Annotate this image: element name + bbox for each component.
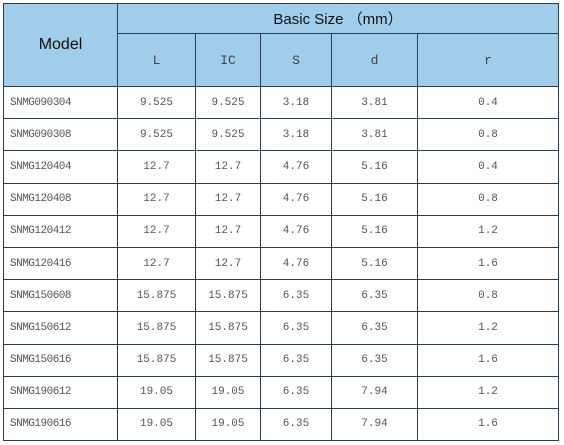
table-row: SNMG190612 19.05 19.05 6.35 7.94 1.2 (3, 375, 560, 409)
value-cell: 1.6 (416, 407, 560, 442)
value-cell: 19.05 (117, 375, 196, 409)
value-cell: 15.875 (117, 311, 196, 345)
value-cell: 0.8 (416, 182, 560, 216)
column-header: r (416, 33, 560, 87)
value-cell: 7.94 (331, 375, 418, 409)
group-header: Basic Size （mm） (116, 3, 560, 34)
table-row: SNMG150608 15.875 15.875 6.35 6.35 0.8 (3, 279, 560, 313)
value-cell: 15.875 (195, 343, 261, 377)
model-cell: SNMG150612 (3, 311, 118, 345)
value-cell: 12.7 (195, 214, 261, 248)
value-cell: 6.35 (260, 375, 332, 409)
value-cell: 12.7 (117, 214, 196, 248)
value-cell: 1.6 (416, 343, 560, 377)
model-cell: SNMG120412 (3, 214, 118, 248)
value-cell: 0.4 (416, 150, 560, 184)
value-cell: 12.7 (117, 150, 196, 184)
table-row: SNMG120416 12.7 12.7 4.76 5.16 1.6 (3, 246, 560, 281)
value-cell: 9.525 (195, 118, 261, 152)
model-cell: SNMG150616 (3, 343, 118, 377)
value-cell: 6.35 (260, 311, 332, 345)
value-cell: 15.875 (195, 311, 261, 345)
value-cell: 1.2 (416, 375, 560, 409)
model-cell: SNMG190612 (3, 375, 118, 409)
table-row: SNMG090304 9.525 9.525 3.18 3.81 0.4 (3, 85, 560, 120)
value-cell: 0.8 (416, 279, 560, 313)
column-header: L (117, 33, 196, 87)
value-cell: 1.6 (416, 246, 560, 281)
value-cell: 3.81 (331, 85, 418, 120)
value-cell: 6.35 (331, 343, 418, 377)
value-cell: 3.18 (260, 118, 332, 152)
value-cell: 5.16 (331, 182, 418, 216)
table-row: SNMG150616 15.875 15.875 6.35 6.35 1.6 (3, 343, 560, 377)
value-cell: 4.76 (260, 182, 332, 216)
table-row: SNMG150612 15.875 15.875 6.35 6.35 1.2 (3, 311, 560, 345)
value-cell: 4.76 (260, 246, 332, 281)
table-row: SNMG090308 9.525 9.525 3.18 3.81 0.8 (3, 118, 560, 152)
table-row: SNMG120408 12.7 12.7 4.76 5.16 0.8 (3, 182, 560, 216)
value-cell: 12.7 (117, 246, 196, 281)
value-cell: 9.525 (195, 85, 261, 120)
value-cell: 3.18 (260, 85, 332, 120)
value-cell: 7.94 (331, 407, 418, 442)
table-row: SNMG190616 19.05 19.05 6.35 7.94 1.6 (3, 407, 560, 442)
value-cell: 1.2 (416, 311, 560, 345)
value-cell: 5.16 (331, 214, 418, 248)
value-cell: 6.35 (260, 343, 332, 377)
value-cell: 19.05 (195, 407, 261, 442)
value-cell: 15.875 (117, 279, 196, 313)
model-cell: SNMG090304 (3, 85, 118, 120)
value-cell: 0.8 (416, 118, 560, 152)
value-cell: 4.76 (260, 150, 332, 184)
model-cell: SNMG120408 (3, 182, 118, 216)
value-cell: 15.875 (117, 343, 196, 377)
table-body: SNMG090304 9.525 9.525 3.18 3.81 0.4 SNMG09030… (3, 85, 560, 442)
value-cell: 6.35 (260, 279, 332, 313)
model-cell: SNMG120404 (3, 150, 118, 184)
value-cell: 19.05 (117, 407, 196, 442)
model-cell: SNMG190616 (3, 407, 118, 442)
model-cell: SNMG120416 (3, 246, 118, 281)
value-cell: 5.16 (331, 246, 418, 281)
value-cell: 1.2 (416, 214, 560, 248)
table-row: SNMG120404 12.7 12.7 4.76 5.16 0.4 (3, 150, 560, 184)
model-header: Model (3, 3, 118, 87)
value-cell: 0.4 (416, 85, 560, 120)
value-cell: 9.525 (117, 85, 196, 120)
value-cell: 9.525 (117, 118, 196, 152)
column-header: IC (195, 33, 261, 87)
value-cell: 12.7 (195, 150, 261, 184)
value-cell: 6.35 (260, 407, 332, 442)
value-cell: 3.81 (331, 118, 418, 152)
column-header: d (331, 33, 418, 87)
table-row: SNMG120412 12.7 12.7 4.76 5.16 1.2 (3, 214, 560, 248)
value-cell: 6.35 (331, 279, 418, 313)
value-cell: 4.76 (260, 214, 332, 248)
column-header: S (260, 33, 332, 87)
value-cell: 12.7 (117, 182, 196, 216)
model-cell: SNMG150608 (3, 279, 118, 313)
value-cell: 19.05 (195, 375, 261, 409)
value-cell: 6.35 (331, 311, 418, 345)
value-cell: 15.875 (195, 279, 261, 313)
value-cell: 12.7 (195, 246, 261, 281)
value-cell: 5.16 (331, 150, 418, 184)
model-cell: SNMG090308 (3, 118, 118, 152)
value-cell: 12.7 (195, 182, 261, 216)
